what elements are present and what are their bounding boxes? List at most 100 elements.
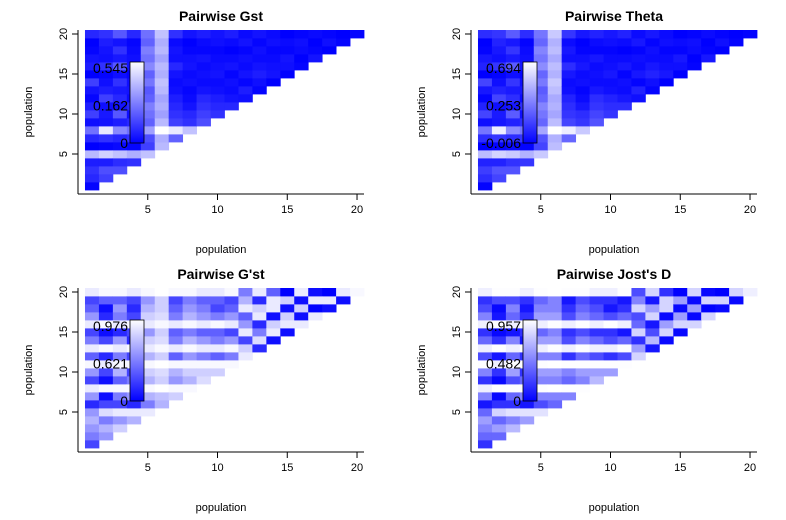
heatmap-cell — [631, 46, 646, 55]
heatmap-cell — [505, 158, 521, 167]
heatmap-cell — [505, 94, 521, 103]
heatmap-cell — [84, 440, 100, 449]
heatmap-cell — [196, 296, 211, 305]
heatmap-cell — [547, 110, 563, 119]
heatmap-cell — [140, 304, 156, 313]
heatmap-cell — [505, 368, 521, 377]
heatmap-cell — [84, 38, 100, 47]
heatmap-cell — [491, 376, 507, 385]
heatmap-cell — [631, 54, 646, 63]
heatmap-cell — [603, 344, 618, 353]
heatmap-cell — [308, 304, 323, 313]
heatmap-cell — [126, 304, 142, 313]
heatmap-cell — [294, 54, 309, 63]
heatmap-cell — [617, 288, 632, 297]
heatmap-cell — [84, 416, 100, 425]
heatmap-cell — [729, 38, 744, 47]
heatmap-cell — [196, 344, 211, 353]
heatmap-cell — [182, 46, 197, 55]
heatmap-cell — [126, 142, 142, 151]
heatmap-cell — [266, 30, 281, 39]
heatmap-cell — [561, 134, 577, 143]
heatmap-cell — [182, 376, 197, 385]
heatmap-cell — [533, 54, 549, 63]
heatmap-cell — [154, 288, 170, 297]
heatmap-cell — [575, 368, 590, 377]
heatmap-cell — [491, 110, 507, 119]
y-tick-label: 5 — [58, 151, 70, 157]
y-tick-label: 10 — [451, 108, 463, 120]
heatmap-cell — [238, 288, 253, 297]
heatmap-cell — [589, 288, 604, 297]
heatmap-cell — [505, 70, 521, 79]
heatmap-cell — [505, 424, 521, 433]
heatmap-cell — [547, 30, 563, 39]
heatmap-cell — [168, 78, 184, 87]
heatmap-cell — [182, 360, 197, 369]
heatmap-cell — [477, 150, 493, 159]
heatmap-cell — [505, 392, 521, 401]
heatmap-cell — [252, 328, 267, 337]
heatmap-cell — [112, 46, 128, 55]
heatmap-cell — [350, 30, 365, 39]
heatmap-cell — [266, 304, 281, 313]
heatmap-cell — [561, 304, 577, 313]
heatmap-cell — [252, 30, 267, 39]
heatmap-cell — [561, 46, 577, 55]
heatmap-cell — [252, 288, 267, 297]
heatmap-cell — [631, 304, 646, 313]
heatmap-cell — [280, 288, 295, 297]
y-axis-label: population — [23, 345, 35, 396]
heatmap-cell — [491, 328, 507, 337]
heatmap-cell — [645, 344, 660, 353]
heatmap-cell — [196, 376, 211, 385]
heatmap-cell — [182, 320, 197, 329]
heatmap-cell — [561, 94, 577, 103]
heatmap-cell — [533, 376, 549, 385]
heatmap-cell — [533, 344, 549, 353]
heatmap-cell — [645, 336, 660, 345]
heatmap-cell — [519, 400, 535, 409]
heatmap-cell — [210, 62, 225, 71]
heatmap-cell — [126, 150, 142, 159]
heatmap-cell — [294, 320, 309, 329]
heatmap-cell — [603, 368, 618, 377]
x-tick-label: 15 — [674, 462, 686, 474]
heatmap-cell — [336, 288, 351, 297]
heatmap-cell — [98, 408, 114, 417]
heatmap-cell — [210, 320, 225, 329]
heatmap-cell — [84, 70, 100, 79]
heatmap-cell — [112, 126, 128, 135]
heatmap-cell — [98, 174, 114, 183]
heatmap-cell — [98, 102, 114, 111]
heatmap-cell — [631, 94, 646, 103]
heatmap-cell — [196, 78, 211, 87]
heatmap-cell — [154, 400, 170, 409]
x-axis-label: population — [196, 244, 247, 256]
heatmap-cell — [168, 344, 184, 353]
heatmap-cell — [505, 408, 521, 417]
heatmap-cell — [491, 78, 507, 87]
heatmap-cell — [561, 312, 577, 321]
heatmap-cell — [477, 182, 493, 191]
heatmap-cell — [505, 166, 521, 175]
heatmap-cell — [575, 336, 590, 345]
heatmap-cell — [547, 86, 563, 95]
chart-panel-1: 5 10 15 20 5 10 15 20 Pairwise Gst population popu… — [23, 8, 365, 256]
heatmap-cell — [98, 166, 114, 175]
heatmap-cell — [547, 320, 563, 329]
heatmap-cell — [140, 70, 156, 79]
heatmap-cell — [98, 62, 114, 71]
heatmap-cell — [519, 38, 535, 47]
heatmap-cell — [519, 408, 535, 417]
heatmap-cell — [575, 344, 590, 353]
heatmap-cell — [224, 336, 239, 345]
heatmap-cell — [505, 110, 521, 119]
heatmap-cell — [308, 38, 323, 47]
heatmap-cell — [98, 376, 114, 385]
heatmap-cell — [491, 118, 507, 127]
heatmap-cell — [238, 46, 253, 55]
heatmap-cell — [477, 344, 493, 353]
heatmap-cell — [210, 54, 225, 63]
heatmap-cell — [659, 304, 674, 313]
